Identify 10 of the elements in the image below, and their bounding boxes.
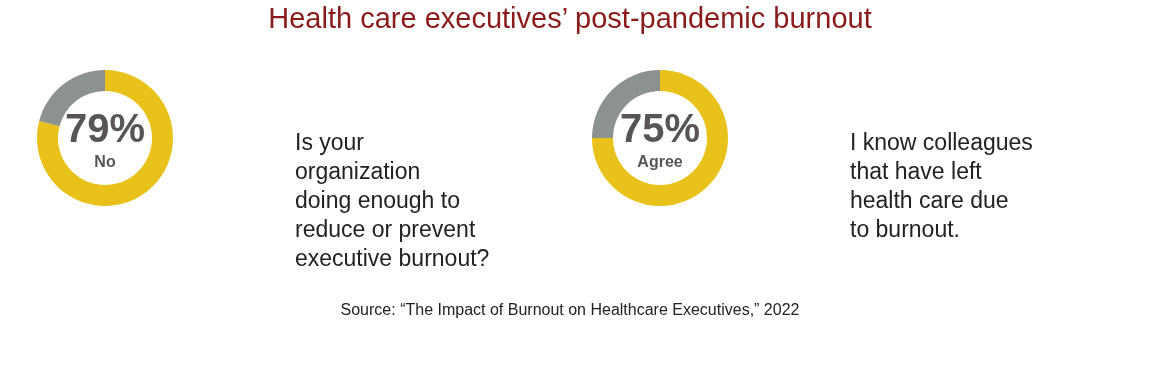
text: I know colleagues that have left health care due to burnout. — [850, 129, 1033, 242]
text: Is your organization doing enough to reduce or prevent executive burnout? — [295, 129, 490, 271]
slice-label: No — [94, 153, 116, 170]
data-label: 79% — [64, 106, 146, 150]
slice-label: Agree — [637, 153, 683, 170]
text: Health care executives’ post-pandemic burnout — [268, 2, 872, 34]
donut-slice — [37, 70, 173, 206]
donut-slice — [592, 70, 728, 206]
source-note: Source: “The Impact of Burnout on Healthcare Executives,” 2022 — [340, 301, 800, 318]
data-label: 75% — [619, 106, 701, 150]
